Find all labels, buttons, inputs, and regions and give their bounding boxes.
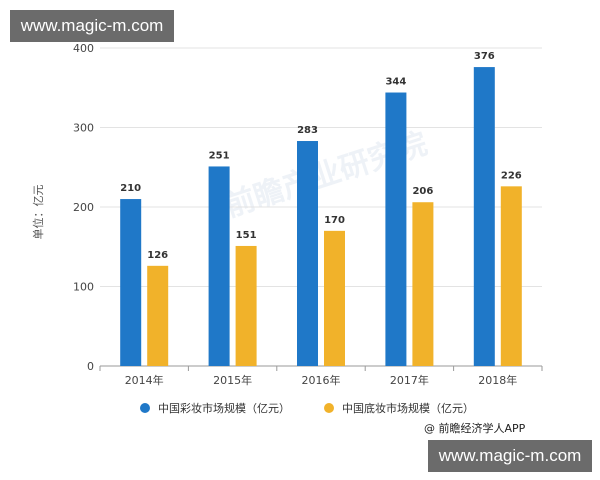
x-tick-label: 2016年 <box>302 373 341 387</box>
legend-item-series-1: 中国彩妆市场规模（亿元） <box>140 400 290 416</box>
data-label: 170 <box>324 215 345 226</box>
data-label: 126 <box>147 250 168 261</box>
data-label: 344 <box>385 77 406 88</box>
chart-legend: 中国彩妆市场规模（亿元） 中国底妆市场规模（亿元） <box>140 400 520 416</box>
data-label: 283 <box>297 125 318 136</box>
data-label: 226 <box>501 170 522 181</box>
legend-label-series-2: 中国底妆市场规模（亿元） <box>342 402 474 415</box>
y-tick-label: 300 <box>73 122 94 135</box>
y-tick-label: 0 <box>87 360 94 373</box>
y-tick-label: 200 <box>73 201 94 214</box>
legend-swatch-series-2 <box>324 403 334 413</box>
bar-series-2 <box>235 245 257 366</box>
legend-item-series-2: 中国底妆市场规模（亿元） <box>324 400 474 416</box>
data-label: 210 <box>120 183 141 194</box>
source-credit: @ 前瞻经济学人APP <box>424 422 526 435</box>
site-watermark-bottom: www.magic-m.com <box>428 440 592 472</box>
x-tick-label: 2017年 <box>390 373 429 387</box>
x-tick-label: 2018年 <box>478 373 517 387</box>
x-tick-label: 2014年 <box>125 373 164 387</box>
x-tick-label: 2015年 <box>213 373 252 387</box>
y-tick-label: 100 <box>73 281 94 294</box>
bar-series-1 <box>385 92 407 367</box>
bar-series-2 <box>500 186 522 366</box>
bar-series-1 <box>297 141 318 366</box>
y-axis-label: 单位：亿元 <box>32 184 45 240</box>
legend-label-series-1: 中国彩妆市场规模（亿元） <box>158 402 290 415</box>
data-label: 376 <box>474 51 495 62</box>
site-watermark-top: www.magic-m.com <box>10 10 174 42</box>
data-label: 206 <box>412 186 433 197</box>
bar-series-2 <box>324 230 345 366</box>
legend-swatch-series-1 <box>140 403 150 413</box>
data-label: 151 <box>236 230 257 241</box>
bar-series-1 <box>120 199 142 366</box>
bar-series-2 <box>147 265 169 366</box>
y-tick-label: 400 <box>73 42 94 55</box>
data-label: 251 <box>209 150 230 161</box>
bar-series-1 <box>473 67 495 366</box>
bar-series-2 <box>412 202 434 366</box>
bar-series-1 <box>208 166 230 366</box>
